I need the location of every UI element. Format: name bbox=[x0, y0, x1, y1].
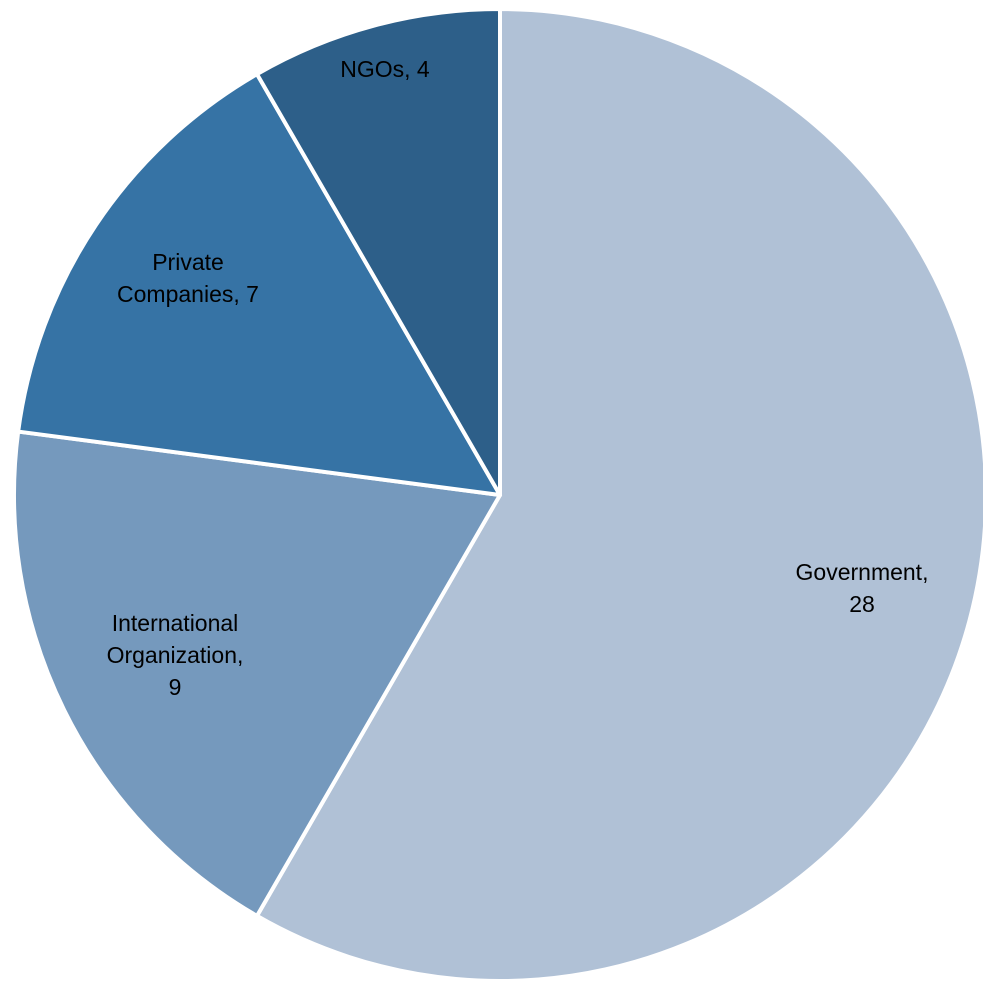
data-label-line: Companies, 7 bbox=[117, 281, 259, 307]
data-label-line: NGOs, 4 bbox=[340, 56, 430, 82]
data-label-private-companies: Private Companies, 7 bbox=[117, 249, 259, 307]
pie-slice-ngos bbox=[255, 7, 502, 497]
pie-slice-international-organization bbox=[12, 429, 502, 918]
data-label-ngos: NGOs, 4 bbox=[340, 56, 430, 82]
pie-slice-private-companies bbox=[16, 72, 502, 497]
data-label-line: Organization, bbox=[107, 642, 244, 668]
data-label-line: Government, bbox=[796, 559, 929, 585]
data-label-government: Government, 28 bbox=[796, 559, 929, 617]
data-label-line: 9 bbox=[169, 674, 182, 700]
labels-layer: Government, 28 International Organization, 9… bbox=[107, 56, 929, 700]
pie-slice-government bbox=[255, 7, 983, 983]
data-label-international-organization: International Organization, 9 bbox=[107, 610, 244, 700]
data-label-line: International bbox=[112, 610, 239, 636]
slices-layer bbox=[12, 7, 983, 983]
data-label-line: 28 bbox=[849, 591, 875, 617]
data-label-line: Private bbox=[152, 249, 224, 275]
